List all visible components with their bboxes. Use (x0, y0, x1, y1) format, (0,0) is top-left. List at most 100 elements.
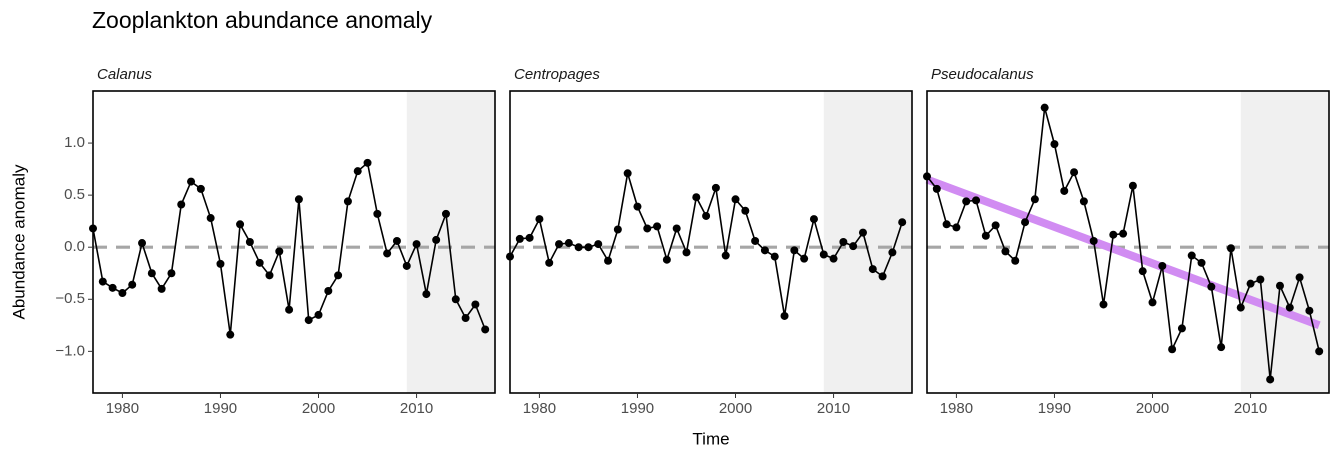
data-point (1109, 230, 1118, 239)
data-point (1148, 298, 1157, 307)
y-tick-label: 0.0 (64, 238, 85, 255)
data-point (1060, 186, 1069, 195)
data-point (353, 167, 362, 176)
data-point (1226, 244, 1235, 253)
data-point (1207, 282, 1216, 291)
data-point (942, 220, 951, 229)
panel-border (926, 90, 1330, 394)
data-point (1021, 218, 1030, 227)
data-point (962, 197, 971, 206)
data-point (1266, 375, 1275, 384)
data-point (888, 248, 897, 257)
data-point (849, 242, 858, 251)
data-point (809, 215, 818, 224)
data-point (1070, 168, 1079, 177)
data-point (226, 330, 235, 339)
data-point (471, 300, 480, 309)
data-point (741, 206, 750, 215)
data-point (662, 255, 671, 264)
data-point (1050, 140, 1059, 149)
data-point (1197, 258, 1206, 267)
data-point (422, 290, 431, 299)
data-point (594, 240, 603, 249)
y-tick-label: 1.0 (64, 134, 85, 151)
chart-title: Zooplankton abundance anomaly (92, 7, 433, 33)
data-point (858, 228, 867, 237)
facet-label: Calanus (97, 66, 153, 83)
data-point (128, 280, 137, 289)
data-point (1079, 197, 1088, 206)
data-point (1011, 256, 1020, 265)
data-point (613, 225, 622, 234)
data-point (1168, 345, 1177, 354)
data-point (760, 246, 769, 255)
trend-line (925, 175, 1321, 330)
data-point (285, 305, 294, 314)
data-point (839, 238, 848, 246)
data-point (1295, 273, 1304, 282)
data-point (574, 243, 583, 252)
data-point (1315, 347, 1324, 356)
data-point (412, 240, 421, 249)
data-point (177, 200, 186, 209)
data-point (1030, 195, 1039, 204)
data-point (972, 196, 981, 205)
data-point (138, 239, 147, 248)
data-point (1285, 303, 1294, 312)
panel-border (92, 90, 496, 394)
data-point (245, 238, 254, 246)
data-point (633, 202, 642, 211)
facet-label: Centropages (514, 66, 600, 83)
data-point (167, 269, 176, 278)
data-point (1246, 279, 1255, 288)
x-tick-label: 1990 (1038, 400, 1071, 417)
data-point (147, 269, 156, 278)
data-point (402, 261, 411, 270)
data-point (721, 251, 730, 260)
data-point (564, 239, 573, 248)
data-point (157, 284, 166, 293)
data-point (1089, 236, 1098, 245)
data-point (932, 184, 941, 193)
data-point (1001, 247, 1010, 256)
x-tick-label: 2010 (1234, 400, 1267, 417)
data-point (206, 214, 215, 223)
data-point (334, 271, 343, 280)
data-point (451, 295, 460, 304)
data-point (196, 184, 205, 193)
data-point (294, 195, 303, 204)
data-point (623, 169, 632, 178)
data-point (819, 250, 828, 259)
x-axis-label: Time (692, 429, 729, 448)
data-point (868, 265, 877, 274)
shaded-period (823, 91, 912, 393)
data-point (898, 218, 907, 227)
x-tick-label: 2000 (1136, 400, 1169, 417)
shaded-period (406, 91, 495, 393)
x-tick-label: 2010 (817, 400, 850, 417)
data-point (702, 211, 711, 220)
data-point (604, 256, 613, 265)
data-point (373, 209, 382, 218)
data-point (751, 236, 760, 245)
data-point (343, 197, 352, 206)
data-point (535, 215, 544, 224)
data-point (1119, 229, 1128, 238)
data-point (981, 231, 990, 240)
data-point (98, 277, 107, 286)
data-point (1138, 267, 1147, 276)
data-point (265, 271, 274, 280)
data-point (1099, 300, 1108, 309)
data-point (711, 183, 720, 192)
data-point (118, 289, 127, 298)
data-point (255, 258, 264, 267)
data-point (216, 259, 225, 268)
x-tick-label: 2000 (719, 400, 752, 417)
data-point (770, 252, 779, 261)
data-point (643, 224, 652, 233)
x-tick-label: 2010 (400, 400, 433, 417)
data-point (236, 220, 245, 229)
data-point (1158, 261, 1167, 270)
data-point (1236, 303, 1245, 312)
